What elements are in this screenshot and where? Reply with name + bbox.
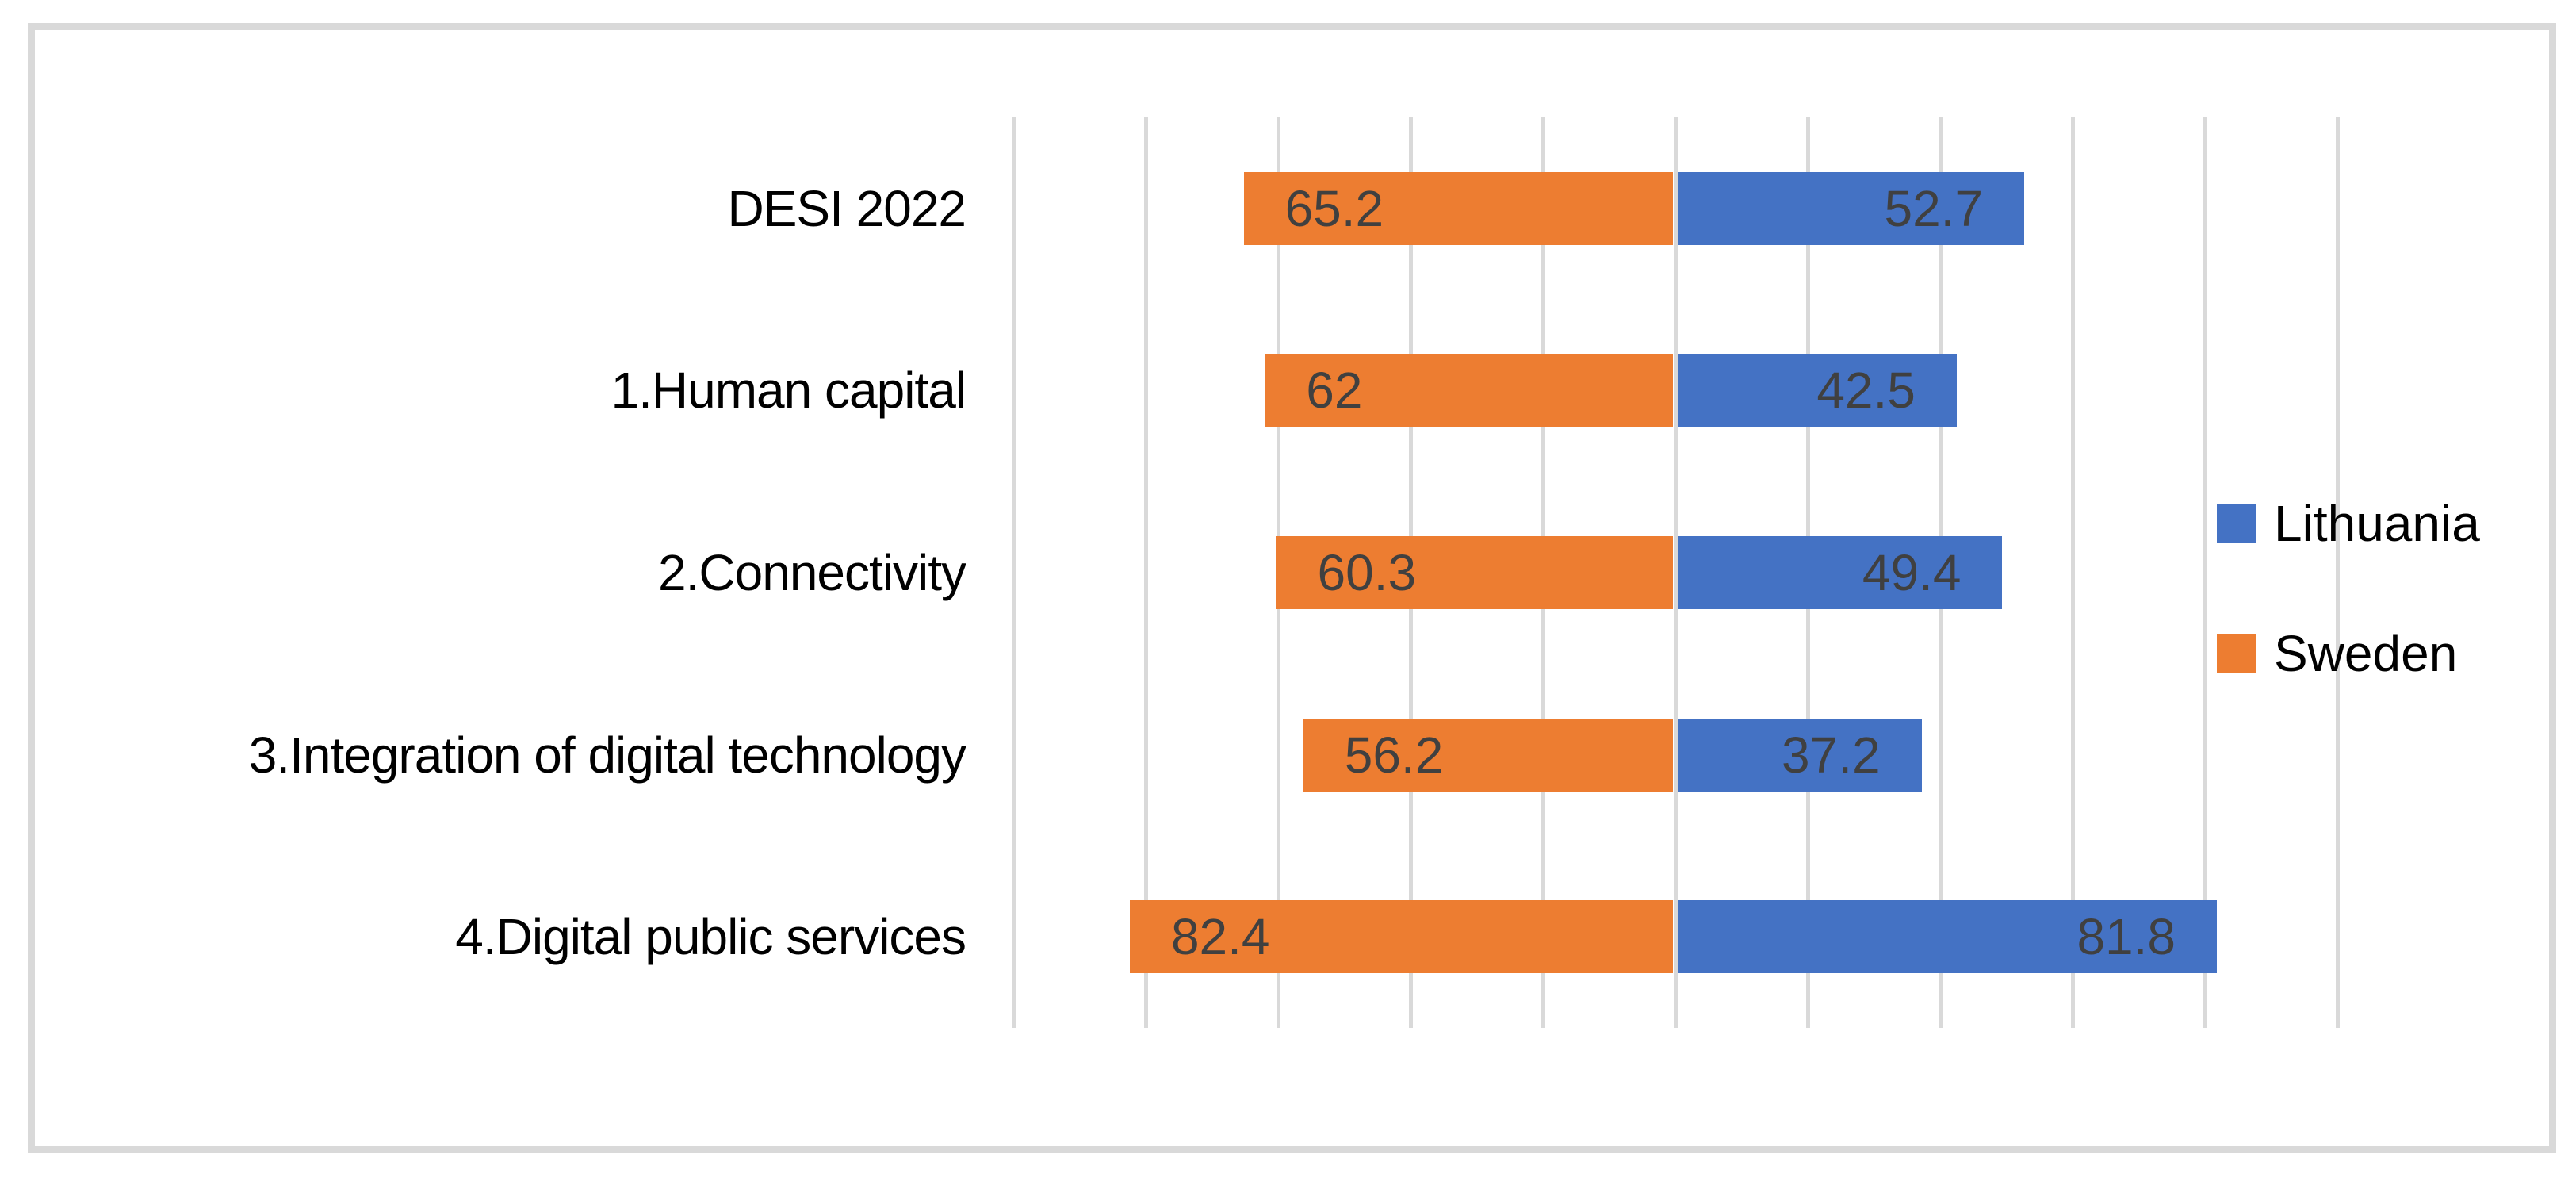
bar-value-label: 56.2: [1344, 726, 1444, 784]
legend-swatch-lithuania: [2217, 504, 2256, 543]
legend-label-lithuania: Lithuania: [2274, 495, 2480, 552]
legend-swatch-sweden: [2217, 634, 2256, 673]
bar-lithuania: 49.4: [1678, 536, 2003, 609]
bar-value-label: 81.8: [2076, 908, 2176, 966]
bar-sweden: 82.4: [1129, 900, 1673, 974]
bar-sweden: 56.2: [1303, 718, 1673, 792]
legend-label-sweden: Sweden: [2274, 625, 2458, 682]
gridline: [1011, 117, 1016, 1028]
gridline: [2070, 117, 2075, 1028]
bar-value-label: 52.7: [1884, 179, 1984, 237]
gridline: [1143, 117, 1148, 1028]
chart-legend: Lithuania Sweden: [2217, 0, 2566, 1177]
bar-sweden: 60.3: [1276, 536, 1673, 609]
bar-value-label: 62: [1306, 362, 1363, 420]
bar-sweden: 65.2: [1243, 171, 1673, 245]
bar-value-label: 49.4: [1862, 544, 1962, 601]
bar-value-label: 60.3: [1317, 544, 1417, 601]
bar-value-label: 37.2: [1782, 726, 1881, 784]
category-label: 3.Integration of digital technology: [248, 726, 966, 784]
bar-value-label: 82.4: [1170, 908, 1270, 966]
category-label: 1.Human capital: [611, 362, 966, 420]
gridline: [2335, 117, 2340, 1028]
bar-sweden: 62: [1265, 354, 1673, 427]
bar-lithuania: 42.5: [1678, 354, 1957, 427]
category-label: 2.Connectivity: [658, 544, 966, 601]
gridline: [2203, 117, 2207, 1028]
legend-item-sweden: Sweden: [2217, 625, 2457, 682]
legend-item-lithuania: Lithuania: [2217, 495, 2480, 552]
bar-lithuania: 37.2: [1678, 718, 1922, 792]
gridline: [1673, 117, 1678, 1028]
category-label: 4.Digital public services: [455, 908, 966, 966]
bar-lithuania: 81.8: [1678, 900, 2218, 974]
bar-lithuania: 52.7: [1678, 171, 2025, 245]
bar-value-label: 65.2: [1284, 179, 1384, 237]
category-label: DESI 2022: [727, 179, 966, 237]
bar-value-label: 42.5: [1816, 362, 1916, 420]
